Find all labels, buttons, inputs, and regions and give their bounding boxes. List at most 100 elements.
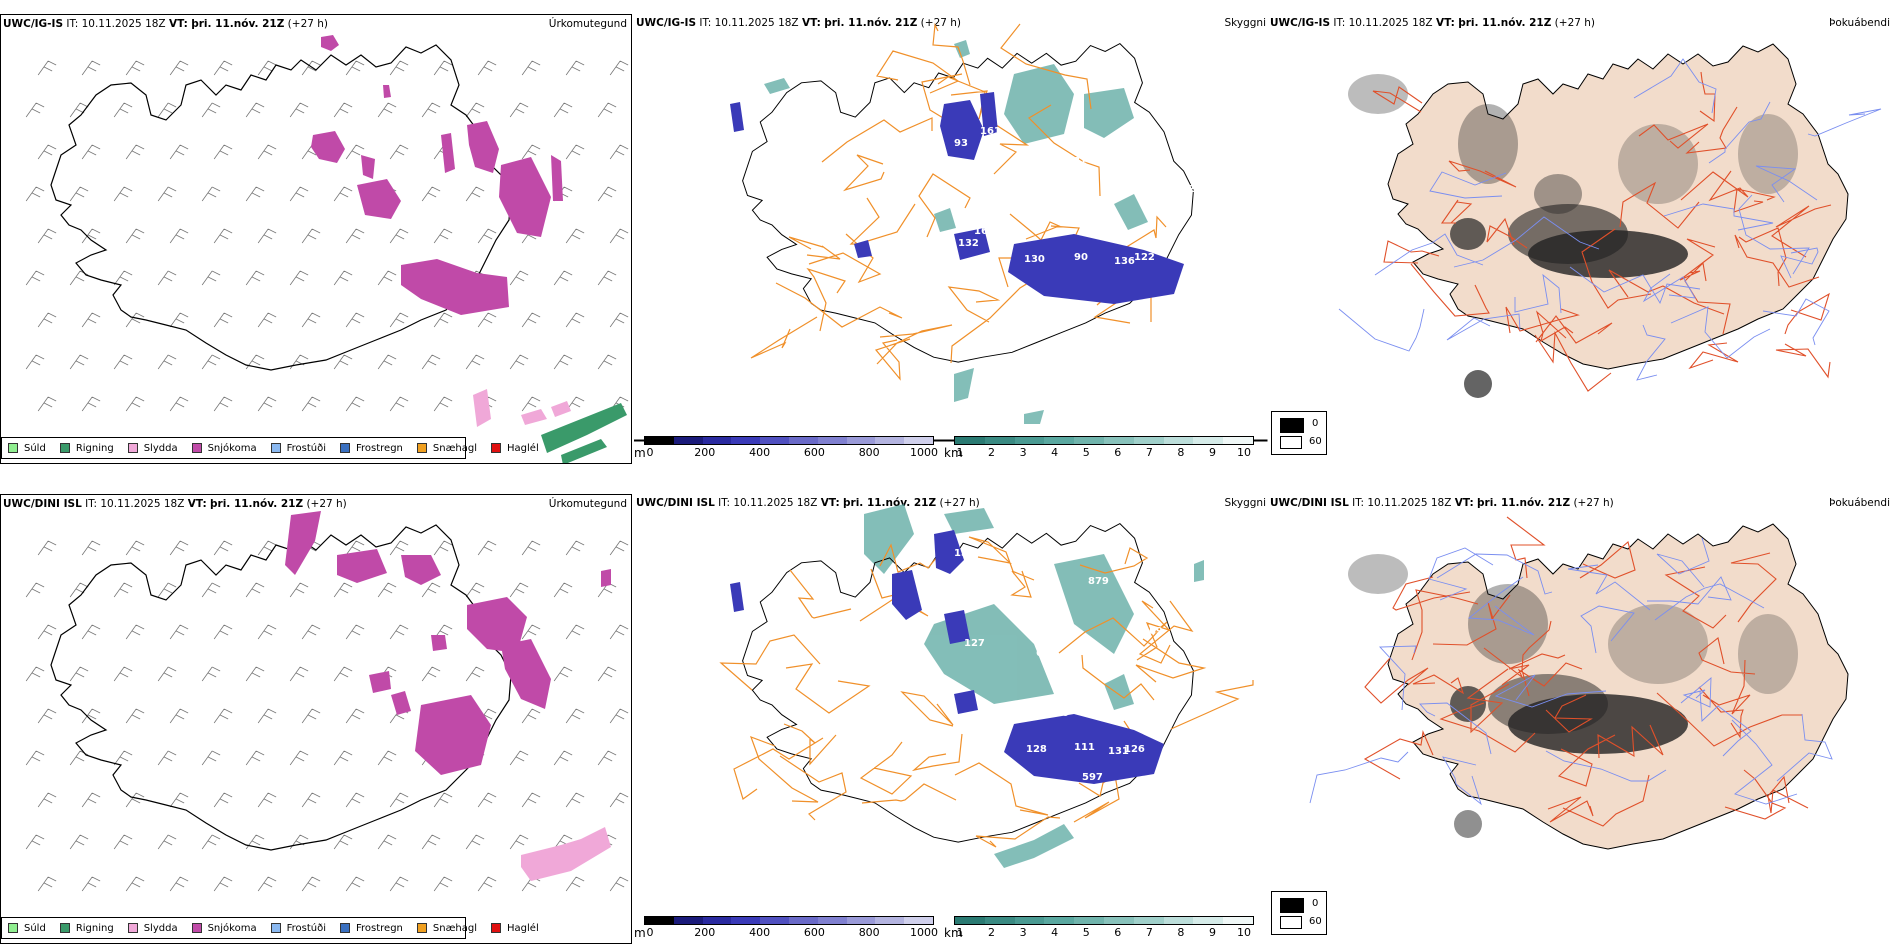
road-network (750, 22, 1167, 381)
colorbar-segment (955, 437, 985, 444)
precip-panel-bottom: UWC/DINI ISL IT: 10.11.2025 18Z VT: þri.… (0, 494, 632, 944)
colorbar-gradient (954, 436, 1254, 445)
colorbar-frame (634, 439, 1268, 442)
legend-swatch (8, 923, 18, 933)
legend-swatch (416, 923, 427, 933)
legend-label: Haglél (507, 922, 539, 934)
visibility-label: 128 (1026, 744, 1047, 755)
fog-shading (1348, 554, 1798, 838)
colorbar-unit: m (634, 446, 646, 460)
legend-item: Frostúði (270, 923, 326, 934)
legend-label: Slydda (143, 922, 178, 934)
run-header: UWC/IG-IS IT: 10.11.2025 18Z VT: þri. 11… (3, 18, 329, 30)
panel-title: Skyggni (1224, 17, 1267, 29)
panel-title: Þokuábendi (1829, 17, 1890, 29)
colorbar-segment (1133, 437, 1164, 444)
colorbar-segment (673, 437, 703, 444)
fog-legend-low-swatch (1280, 436, 1302, 449)
colorbar-tick: 4 (1051, 446, 1059, 459)
colorbar-segment (702, 917, 732, 924)
km-colorbar: km 1 2 3 4 5 6 7 8 9 10 (944, 916, 1264, 944)
run-header: UWC/DINI ISL IT: 10.11.2025 18Z VT: þri.… (3, 498, 347, 510)
network-lines (719, 536, 1254, 848)
colorbar-segment (904, 917, 933, 924)
colorbar-segment (1014, 437, 1045, 444)
road-network (1363, 516, 1809, 827)
colorbar-segment (645, 437, 674, 444)
wind-barb-field (25, 60, 629, 412)
visibility-label: 132 (958, 238, 979, 249)
visibility-label: 15 (954, 548, 968, 559)
snow-areas (285, 511, 611, 775)
colorbar-segment (955, 917, 985, 924)
colorbar-tick: 400 (749, 446, 771, 459)
legend-item: Snæhagl (416, 922, 478, 934)
wind-barb-field (25, 540, 629, 892)
colorbar-segment (1103, 917, 1134, 924)
colorbar-tick: 3 (1019, 926, 1027, 939)
iceland-outline (742, 42, 1194, 363)
visibility-label: 470 (1034, 184, 1055, 195)
rain-areas (541, 403, 627, 463)
visibility-label: 781 (1066, 156, 1087, 167)
colorbar-tick: 9 (1208, 446, 1216, 459)
colorbar-segment (984, 437, 1015, 444)
network-lines (1363, 516, 1809, 827)
colorbar-tick: 2 (988, 926, 996, 939)
colorbar-segment (1163, 437, 1194, 444)
visibility-label: 597 (1082, 772, 1103, 783)
legend-item: Súld (8, 443, 46, 454)
wind-barbs (25, 540, 629, 892)
colorbar-segment (984, 917, 1015, 924)
colorbar-unit: km (944, 926, 963, 940)
colorbar-tick: 4 (1051, 926, 1059, 939)
low-cloud-blue-areas (730, 530, 1164, 784)
colorbar-gradient (644, 436, 934, 445)
low-cloud-blue-areas (730, 92, 1184, 304)
precip-map (25, 511, 629, 892)
legend-item: Haglél (491, 923, 539, 934)
colorbar-tick: 1 (956, 446, 964, 459)
colorbar-tick: 1 (956, 926, 964, 939)
iceland-outline (50, 44, 512, 371)
height-colorbar: m 0 200 400 600 800 1000 (634, 916, 938, 944)
colorbar-segment (788, 437, 818, 444)
colorbar-tick: 6 (1114, 926, 1122, 939)
colorbar-segment (1163, 917, 1194, 924)
visibility-label: 136 (1114, 256, 1135, 267)
colorbar-tick: 200 (694, 926, 716, 939)
visibility-label: 169 (1142, 626, 1163, 637)
colorbar-segment (702, 437, 732, 444)
legend-swatch (491, 443, 502, 453)
colorbar-segment (875, 917, 905, 924)
legend-label: Haglél (507, 442, 539, 454)
legend-swatch (416, 443, 427, 453)
legend-label: Frostúði (286, 442, 326, 454)
legend-swatch (340, 923, 350, 933)
colorbar-unit: m (634, 926, 646, 940)
colorbar-tick: 5 (1082, 446, 1090, 459)
road-network (719, 536, 1254, 848)
visibility-label: 111 (1074, 742, 1095, 753)
snow-areas (311, 35, 563, 315)
legend-swatch (270, 443, 281, 453)
colorbar-segment (760, 437, 789, 444)
colorbar-segment (645, 917, 674, 924)
colorbar-segment (1193, 917, 1224, 924)
visibility-label: 140 (1048, 708, 1069, 719)
visibility-label: 93 (954, 138, 968, 149)
legend-item: Snæhagl (416, 443, 477, 454)
colorbar-gradient (644, 916, 934, 925)
legend-label: Snæhagl (432, 922, 478, 934)
legend-swatch (491, 923, 502, 933)
colorbar-tick: 600 (803, 926, 825, 939)
run-header: UWC/IG-IS IT: 10.11.2025 18Z VT: þri. 11… (1270, 17, 1596, 29)
colorbar-tick: 3 (1019, 446, 1027, 459)
precip-panel-top: UWC/IG-IS IT: 10.11.2025 18Z VT: þri. 11… (0, 14, 632, 464)
legend-label: Slydda (143, 442, 178, 454)
legend-label: Rigning (75, 442, 114, 454)
colorbar-segment (817, 437, 847, 444)
colorbar-tick: 1000 (910, 926, 938, 939)
colorbar-segment (1014, 917, 1045, 924)
